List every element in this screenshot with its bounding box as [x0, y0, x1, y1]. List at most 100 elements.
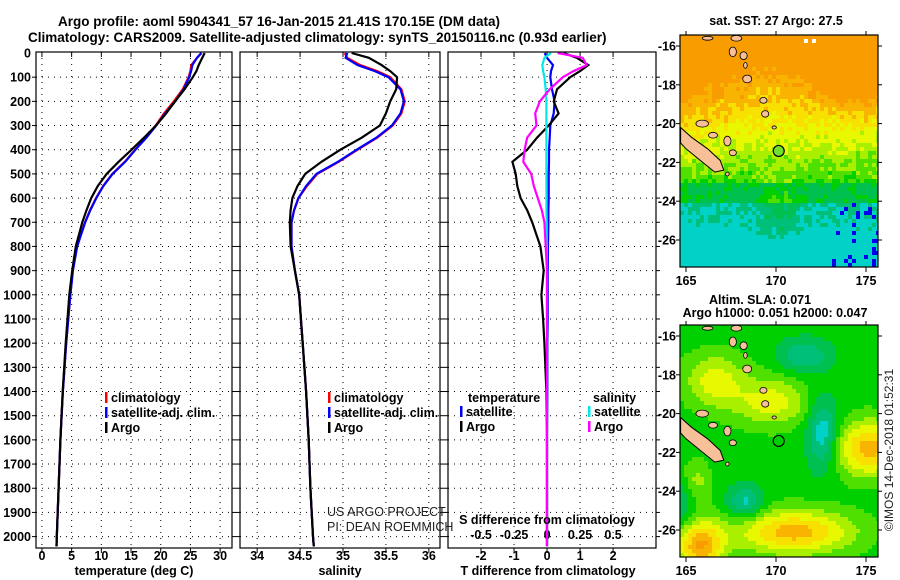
map-cell: [876, 87, 878, 91]
map-cell: [736, 247, 740, 251]
y-tick-label: 1200: [3, 337, 31, 351]
map-cell: [852, 215, 856, 219]
map-cell: [740, 533, 744, 537]
map-cell: [732, 223, 736, 227]
map-cell: [848, 43, 852, 47]
map-cell: [760, 485, 764, 489]
map-cell: [740, 433, 744, 437]
map-cell: [772, 393, 776, 397]
map-cell: [820, 55, 824, 59]
map-cell: [772, 203, 776, 207]
map-cell: [680, 353, 684, 357]
map-cell: [764, 505, 768, 509]
map-cell: [688, 251, 692, 255]
map-cell: [792, 263, 796, 267]
map-cell: [760, 95, 764, 99]
map-cell: [780, 437, 784, 441]
map-cell: [840, 219, 844, 223]
map-cell: [792, 167, 796, 171]
map-cell: [860, 171, 864, 175]
map-cell: [724, 333, 728, 337]
map-cell: [732, 365, 736, 369]
map-cell: [812, 51, 816, 55]
map-cell: [832, 199, 836, 203]
map-cell: [776, 115, 780, 119]
map-cell: [760, 243, 764, 247]
map-cell: [852, 251, 856, 255]
map-cell: [740, 401, 744, 405]
map-cell: [776, 107, 780, 111]
map-cell: [796, 529, 800, 533]
map-cell: [680, 461, 684, 465]
map-cell: [792, 477, 796, 481]
map-cell: [808, 247, 812, 251]
map-cell: [824, 199, 828, 203]
map-cell: [876, 35, 878, 39]
map-cell: [756, 445, 760, 449]
map-cell: [780, 47, 784, 51]
map-cell: [816, 143, 820, 147]
map-cell: [744, 393, 748, 397]
map-cell: [744, 433, 748, 437]
map-cell: [788, 79, 792, 83]
map-cell: [808, 235, 812, 239]
map-cell: [716, 529, 720, 533]
map-cell: [688, 369, 692, 373]
map-cell: [716, 135, 720, 139]
map-cell: [772, 47, 776, 51]
map-cell: [748, 183, 752, 187]
map-cell: [768, 171, 772, 175]
map-cell: [788, 349, 792, 353]
map-cell: [804, 99, 808, 103]
map-cell: [728, 513, 732, 517]
map-cell: [776, 259, 780, 263]
map-cell: [680, 247, 684, 251]
map-cell: [772, 87, 776, 91]
map-cell: [732, 549, 736, 553]
map-cell: [712, 235, 716, 239]
map-cell: [704, 513, 708, 517]
map-cell: [744, 409, 748, 413]
map-cell: [760, 545, 764, 549]
map-cell: [824, 131, 828, 135]
map-cell: [836, 151, 840, 155]
map-cell: [792, 517, 796, 521]
map-cell: [728, 553, 732, 557]
map-cell: [776, 505, 780, 509]
map-cell: [740, 501, 744, 505]
map-cell: [696, 469, 700, 473]
map-cell: [740, 151, 744, 155]
map-cell: [876, 139, 878, 143]
map-cell: [800, 79, 804, 83]
map-cell: [716, 67, 720, 71]
map-cell: [752, 345, 756, 349]
map-cell: [800, 357, 804, 361]
map-cell: [848, 71, 852, 75]
map-cell: [708, 417, 712, 421]
map-cell: [696, 529, 700, 533]
map-cell: [768, 541, 772, 545]
map-cell: [720, 517, 724, 521]
map-cell: [800, 389, 804, 393]
map-cell: [784, 421, 788, 425]
map-cell: [724, 445, 728, 449]
map-cell: [684, 191, 688, 195]
map-cell: [792, 87, 796, 91]
map-cell: [764, 139, 768, 143]
map-cell: [848, 55, 852, 59]
map-cell: [688, 79, 692, 83]
map-cell: [860, 203, 864, 207]
map-cell: [860, 51, 864, 55]
map-cell: [812, 243, 816, 247]
map-cell: [812, 87, 816, 91]
map-cell: [788, 235, 792, 239]
map-cell: [680, 187, 684, 191]
map-cell: [772, 397, 776, 401]
map-cell: [868, 151, 872, 155]
map-cell: [776, 239, 780, 243]
map-cell: [744, 131, 748, 135]
map-cell: [876, 247, 878, 251]
map-cell: [716, 461, 720, 465]
map-cell: [768, 441, 772, 445]
map-cell: [732, 417, 736, 421]
